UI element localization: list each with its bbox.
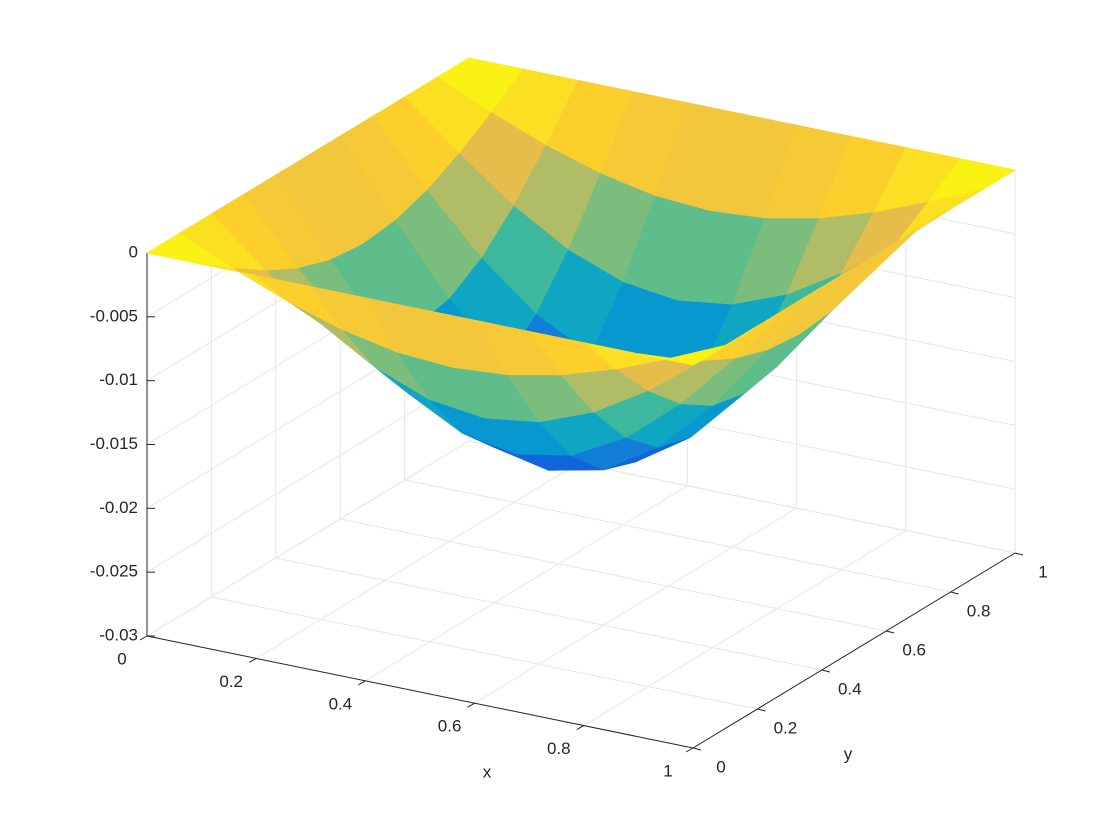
- x-tick-label: 0.2: [219, 672, 243, 691]
- x-tick-label: 0: [117, 649, 126, 668]
- grid-line: [474, 507, 797, 704]
- grid-line: [146, 376, 470, 573]
- z-tick-label: -0.02: [99, 498, 138, 517]
- y-tick: [692, 747, 702, 751]
- y-tick-label: 0: [716, 757, 725, 776]
- z-tick-label: 0: [129, 242, 138, 261]
- grid-line: [340, 518, 887, 632]
- grid-line: [146, 440, 470, 637]
- y-tick: [1014, 552, 1024, 556]
- grid-line: [275, 557, 822, 671]
- y-tick-label: 0.6: [902, 640, 926, 659]
- x-tick: [139, 635, 148, 641]
- z-tick-label: -0.03: [99, 625, 138, 644]
- z-tick-label: -0.015: [90, 434, 138, 453]
- y-tick: [886, 630, 895, 634]
- z-tick-label: -0.005: [90, 306, 138, 325]
- y-tick: [757, 708, 766, 712]
- z-tick-label: -0.025: [90, 562, 138, 581]
- surface-patch: [638, 345, 726, 366]
- x-tick-label: 1: [663, 761, 672, 780]
- y-tick-label: 1: [1038, 562, 1047, 581]
- x-tick: [467, 702, 475, 708]
- grid-line: [583, 530, 907, 727]
- y-tick-label: 0.4: [838, 679, 862, 698]
- y-tick-label: 0.2: [774, 718, 798, 737]
- y-tick-label: 0.8: [967, 601, 991, 620]
- grid-line: [365, 485, 688, 682]
- x-tick-label: 0.8: [547, 739, 571, 758]
- x-tick-label: 0.4: [329, 694, 353, 713]
- x-tick: [248, 657, 257, 663]
- x-tick: [576, 725, 585, 731]
- x-tick-label: 0.6: [438, 717, 462, 736]
- y-axis: [692, 552, 1016, 749]
- y-axis-label: y: [844, 744, 853, 763]
- x-tick: [685, 747, 694, 753]
- x-tick: [358, 680, 366, 686]
- x-axis: [146, 635, 694, 749]
- grid-line: [404, 479, 951, 593]
- x-axis-label: x: [483, 762, 492, 781]
- y-tick: [821, 669, 830, 673]
- grid-line: [255, 462, 579, 659]
- grid-line: [211, 596, 758, 710]
- y-tick: [950, 591, 959, 595]
- z-tick-label: -0.01: [99, 370, 138, 389]
